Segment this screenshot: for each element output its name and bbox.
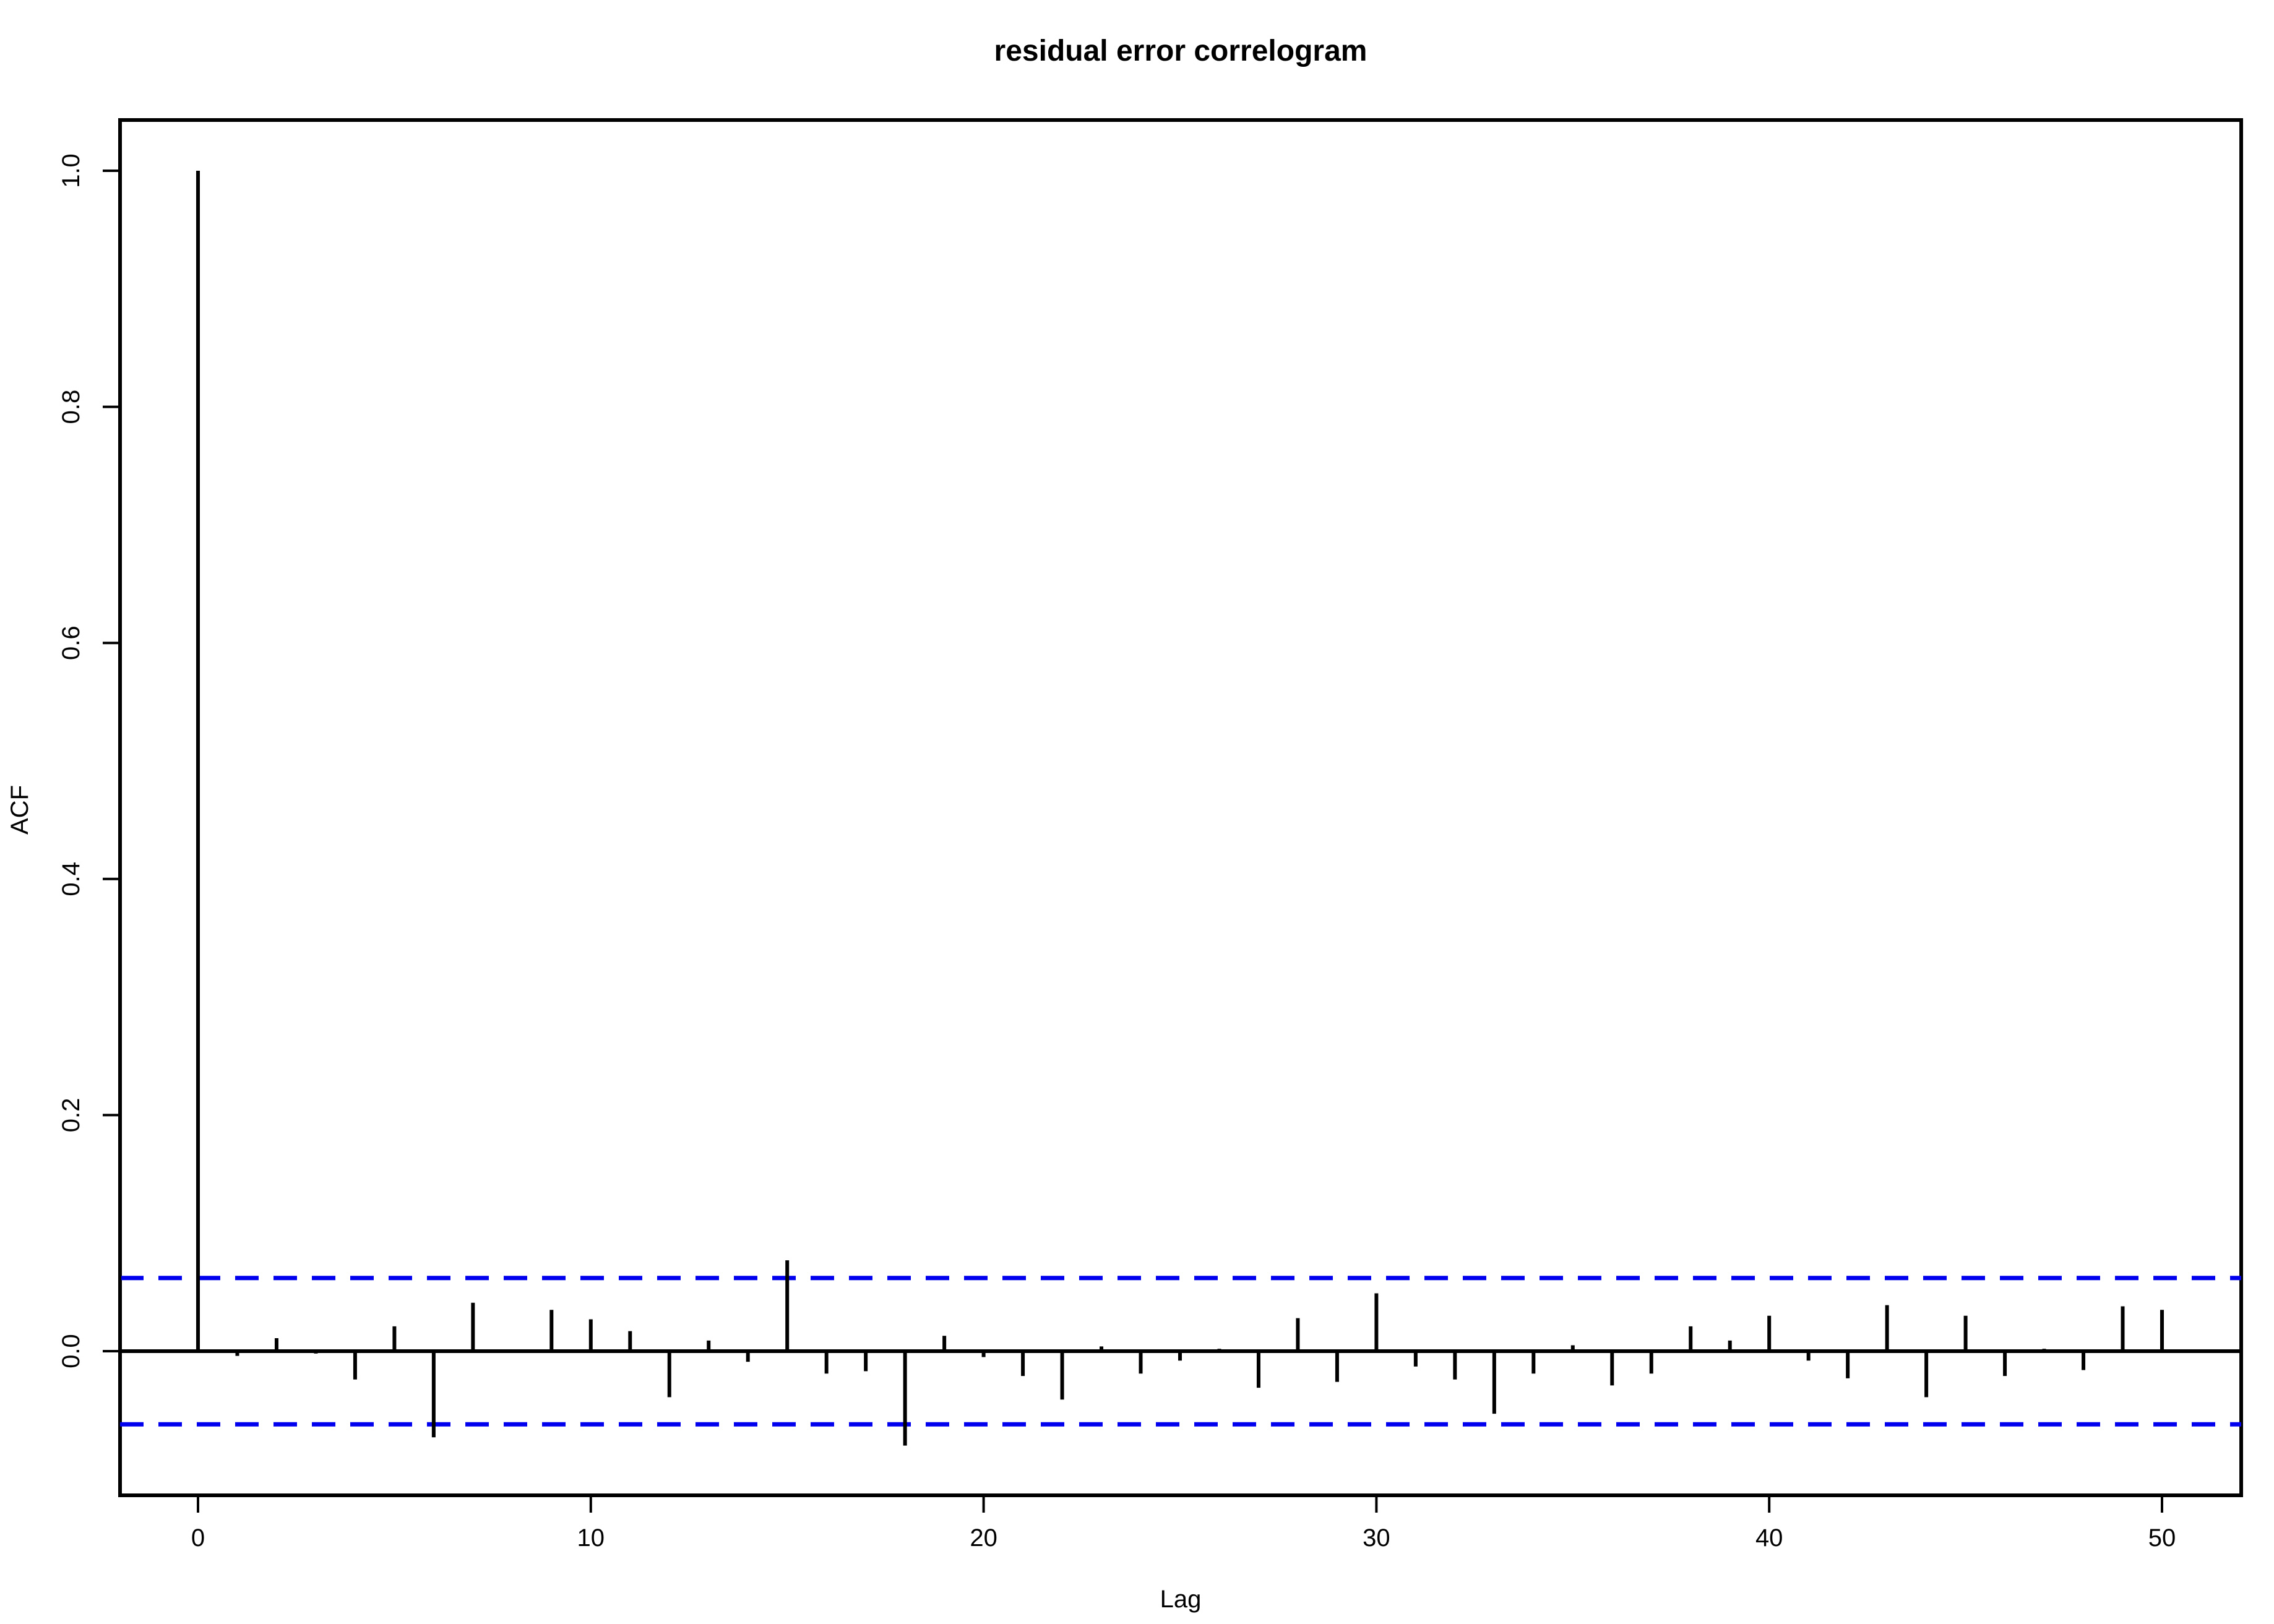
x-axis: 0 10 20 30 40 50: [191, 1494, 2176, 1552]
plot-frame: [118, 118, 2243, 1497]
x-tick-label-10: 10: [577, 1524, 605, 1552]
x-axis-label: Lag: [1160, 1586, 1202, 1613]
y-tick-label-0.2: 0.2: [58, 1098, 85, 1133]
y-tick-label-0.6: 0.6: [58, 625, 85, 660]
x-tick-label-40: 40: [1755, 1524, 1783, 1552]
x-tick-label-30: 30: [1363, 1524, 1390, 1552]
y-axis-label: ACF: [6, 785, 33, 835]
plot-marks: [120, 171, 2241, 1446]
x-tick-label-20: 20: [970, 1524, 997, 1552]
chart-title: residual error correlogram: [994, 35, 1367, 67]
y-tick-label-1.0: 1.0: [58, 153, 85, 188]
y-tick-label-0.8: 0.8: [58, 390, 85, 424]
y-tick-label-0.4: 0.4: [58, 862, 85, 896]
y-tick-label-0.0: 0.0: [58, 1334, 85, 1368]
x-tick-label-0: 0: [191, 1524, 205, 1552]
x-tick-label-50: 50: [2148, 1524, 2176, 1552]
y-axis: 0.0 0.2 0.4 0.6 0.8 1.0: [58, 153, 121, 1368]
